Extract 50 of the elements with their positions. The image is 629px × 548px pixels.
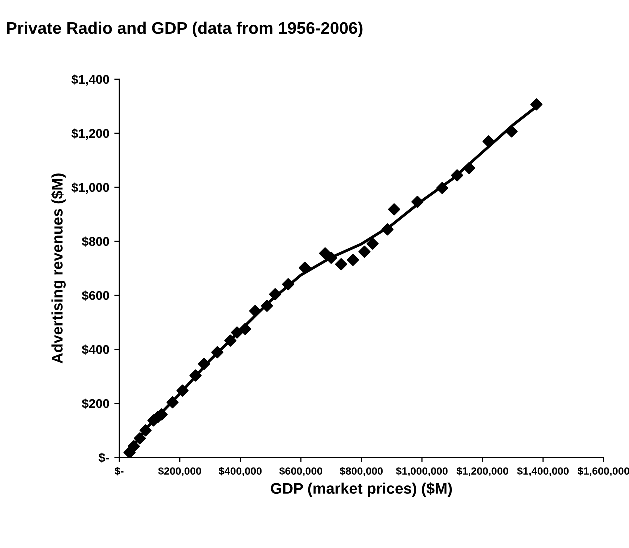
y-tick-label: $1,400 <box>72 74 110 86</box>
y-tick-label: $600 <box>82 290 110 301</box>
x-tick-label: $1,000,000 <box>396 467 448 476</box>
x-axis-title: GDP (market prices) ($M) <box>271 482 452 498</box>
y-tick-label: $1,000 <box>72 182 110 194</box>
point <box>358 246 371 258</box>
point <box>198 358 210 370</box>
point <box>325 252 338 264</box>
point <box>482 136 495 148</box>
point <box>231 326 244 339</box>
point <box>382 224 394 236</box>
point <box>212 346 224 359</box>
y-tick-label: $800 <box>82 236 110 247</box>
x-tick-label: $600,000 <box>280 467 322 476</box>
point <box>388 204 400 216</box>
point <box>436 182 449 194</box>
point <box>530 98 543 111</box>
point <box>176 384 189 397</box>
y-tick-label: $200 <box>82 398 110 410</box>
point <box>282 278 294 291</box>
point <box>269 288 282 301</box>
x-tick-label: $- <box>115 467 124 476</box>
x-tick-label: $1,200,000 <box>456 467 508 476</box>
point <box>451 170 464 182</box>
x-tick-label: $1,600,000 <box>578 467 629 476</box>
chart-title: Private Radio and GDP (data from 1956-2006) <box>7 22 363 38</box>
x-tick-label: $800,000 <box>340 467 383 476</box>
point <box>506 126 518 138</box>
y-tick-label: $400 <box>82 344 110 356</box>
y-tick-label: $1,200 <box>72 128 110 140</box>
point <box>347 254 360 266</box>
point <box>412 196 424 208</box>
x-tick-label: $200,000 <box>158 467 202 476</box>
point <box>166 396 179 409</box>
point <box>128 440 140 453</box>
point <box>335 258 348 271</box>
point <box>463 162 476 174</box>
point <box>124 446 136 458</box>
point <box>140 424 152 437</box>
point <box>224 334 237 347</box>
y-tick-label: $- <box>98 452 110 464</box>
point <box>190 370 202 382</box>
y-axis-title: Advertising revenues ($M) <box>51 174 66 364</box>
x-tick-label: $400,000 <box>219 467 262 476</box>
point <box>249 305 262 318</box>
point <box>134 432 146 445</box>
x-tick-label: $1,400,000 <box>517 467 569 476</box>
point <box>366 238 379 250</box>
point <box>261 300 274 312</box>
point <box>239 323 252 336</box>
